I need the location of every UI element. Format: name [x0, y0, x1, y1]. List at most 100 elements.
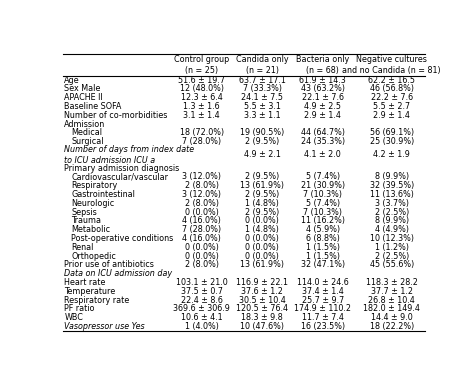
Text: 43 (63.2%): 43 (63.2%) [301, 84, 345, 93]
Text: 0 (0.0%): 0 (0.0%) [185, 243, 219, 252]
Text: 369.6 ± 306.9: 369.6 ± 306.9 [173, 304, 230, 313]
Text: 6 (8.8%): 6 (8.8%) [306, 234, 340, 243]
Text: PF ratio: PF ratio [64, 304, 95, 313]
Text: 1 (1.2%): 1 (1.2%) [375, 243, 409, 252]
Text: Sex Male: Sex Male [64, 84, 101, 93]
Text: Admission: Admission [64, 120, 106, 129]
Text: 51.6 ± 19.7: 51.6 ± 19.7 [178, 76, 225, 85]
Text: 10 (47.6%): 10 (47.6%) [240, 322, 284, 331]
Text: 0 (0.0%): 0 (0.0%) [185, 207, 219, 216]
Text: 1 (4.8%): 1 (4.8%) [245, 199, 279, 208]
Text: 37.5 ± 0.7: 37.5 ± 0.7 [181, 287, 223, 296]
Text: Negative cultures
and no Candida (n = 81): Negative cultures and no Candida (n = 81… [342, 55, 441, 75]
Text: 2 (2.5%): 2 (2.5%) [374, 252, 409, 261]
Text: 4.9 ± 2.5: 4.9 ± 2.5 [304, 102, 341, 111]
Text: 44 (64.7%): 44 (64.7%) [301, 128, 345, 137]
Text: 4 (4.9%): 4 (4.9%) [375, 225, 409, 234]
Text: Candida only
(n = 21): Candida only (n = 21) [236, 55, 289, 75]
Text: 2 (9.5%): 2 (9.5%) [245, 207, 279, 216]
Text: Neurologic: Neurologic [71, 199, 114, 208]
Text: 11 (16.2%): 11 (16.2%) [301, 216, 345, 225]
Text: 24 (35.3%): 24 (35.3%) [301, 137, 345, 146]
Text: 56 (69.1%): 56 (69.1%) [370, 128, 414, 137]
Text: 22.2 ± 7.6: 22.2 ± 7.6 [371, 93, 413, 102]
Text: 1 (4.0%): 1 (4.0%) [185, 322, 219, 331]
Text: Cardiovascular/vascular: Cardiovascular/vascular [71, 172, 168, 182]
Text: 4.9 ± 2.1: 4.9 ± 2.1 [244, 150, 281, 159]
Text: 14.4 ± 9.0: 14.4 ± 9.0 [371, 313, 412, 322]
Text: 10.6 ± 4.1: 10.6 ± 4.1 [181, 313, 222, 322]
Text: 2 (9.5%): 2 (9.5%) [245, 190, 279, 199]
Text: 26.8 ± 10.4: 26.8 ± 10.4 [368, 296, 415, 304]
Text: Bacteria only
(n = 68): Bacteria only (n = 68) [296, 55, 349, 75]
Text: Renal: Renal [71, 243, 93, 252]
Text: Age: Age [64, 76, 80, 85]
Text: 25.7 ± 9.7: 25.7 ± 9.7 [301, 296, 344, 304]
Text: 7 (28.0%): 7 (28.0%) [182, 137, 221, 146]
Text: 2.9 ± 1.4: 2.9 ± 1.4 [373, 111, 410, 120]
Text: 16 (23.5%): 16 (23.5%) [301, 322, 345, 331]
Text: 3 (12.0%): 3 (12.0%) [182, 172, 221, 182]
Text: 182.0 ± 149.4: 182.0 ± 149.4 [363, 304, 420, 313]
Text: 7 (10.3%): 7 (10.3%) [303, 190, 342, 199]
Text: 12.3 ± 6.4: 12.3 ± 6.4 [181, 93, 222, 102]
Text: Gastrointestinal: Gastrointestinal [71, 190, 135, 199]
Text: 1 (1.5%): 1 (1.5%) [306, 243, 340, 252]
Text: 0 (0.0%): 0 (0.0%) [245, 243, 279, 252]
Text: APACHE II: APACHE II [64, 93, 103, 102]
Text: 13 (61.9%): 13 (61.9%) [240, 181, 284, 190]
Text: 120.5 ± 76.4: 120.5 ± 76.4 [236, 304, 288, 313]
Text: Temperature: Temperature [64, 287, 116, 296]
Text: 8 (9.9%): 8 (9.9%) [374, 172, 409, 182]
Text: 0 (0.0%): 0 (0.0%) [185, 252, 219, 261]
Text: Control group
(n = 25): Control group (n = 25) [174, 55, 229, 75]
Text: 18.3 ± 9.8: 18.3 ± 9.8 [241, 313, 283, 322]
Text: 103.1 ± 21.0: 103.1 ± 21.0 [176, 278, 228, 287]
Text: 1.3 ± 1.6: 1.3 ± 1.6 [183, 102, 220, 111]
Text: 1 (1.5%): 1 (1.5%) [306, 252, 340, 261]
Text: 7 (33.3%): 7 (33.3%) [243, 84, 282, 93]
Text: Primary admission diagnosis: Primary admission diagnosis [64, 164, 180, 172]
Text: 2 (8.0%): 2 (8.0%) [184, 260, 219, 269]
Text: Number of days from index date
to ICU admission ICU a: Number of days from index date to ICU ad… [64, 145, 194, 165]
Text: Baseline SOFA: Baseline SOFA [64, 102, 122, 111]
Text: 45 (55.6%): 45 (55.6%) [370, 260, 414, 269]
Text: 61.9 ± 14.3: 61.9 ± 14.3 [300, 76, 346, 85]
Text: 37.6 ± 1.2: 37.6 ± 1.2 [241, 287, 283, 296]
Text: 24.1 ± 7.5: 24.1 ± 7.5 [241, 93, 283, 102]
Text: 11 (13.6%): 11 (13.6%) [370, 190, 414, 199]
Text: Data on ICU admission day: Data on ICU admission day [64, 269, 173, 278]
Text: Orthopedic: Orthopedic [71, 252, 116, 261]
Text: 4 (16.0%): 4 (16.0%) [182, 216, 221, 225]
Text: Respiratory: Respiratory [71, 181, 117, 190]
Text: 4.2 ± 1.9: 4.2 ± 1.9 [373, 150, 410, 159]
Text: 18 (22.2%): 18 (22.2%) [370, 322, 414, 331]
Text: 7 (10.3%): 7 (10.3%) [303, 207, 342, 216]
Text: 19 (90.5%): 19 (90.5%) [240, 128, 284, 137]
Text: 3.3 ± 1.1: 3.3 ± 1.1 [244, 111, 281, 120]
Text: 30.5 ± 10.4: 30.5 ± 10.4 [239, 296, 286, 304]
Text: WBC: WBC [64, 313, 83, 322]
Text: 63.7 ± 17.1: 63.7 ± 17.1 [239, 76, 286, 85]
Text: 12 (48.0%): 12 (48.0%) [180, 84, 224, 93]
Text: 118.3 ± 28.2: 118.3 ± 28.2 [366, 278, 418, 287]
Text: 2 (9.5%): 2 (9.5%) [245, 137, 279, 146]
Text: 2.9 ± 1.4: 2.9 ± 1.4 [304, 111, 341, 120]
Text: 32 (47.1%): 32 (47.1%) [301, 260, 345, 269]
Text: 11.7 ± 7.4: 11.7 ± 7.4 [302, 313, 344, 322]
Text: Heart rate: Heart rate [64, 278, 106, 287]
Text: 7 (28.0%): 7 (28.0%) [182, 225, 221, 234]
Text: 2 (2.5%): 2 (2.5%) [374, 207, 409, 216]
Text: Prior use of antibiotics: Prior use of antibiotics [64, 260, 154, 269]
Text: 3 (12.0%): 3 (12.0%) [182, 190, 221, 199]
Text: 37.7 ± 1.2: 37.7 ± 1.2 [371, 287, 413, 296]
Text: Respiratory rate: Respiratory rate [64, 296, 130, 304]
Text: 25 (30.9%): 25 (30.9%) [370, 137, 414, 146]
Text: 8 (9.9%): 8 (9.9%) [374, 216, 409, 225]
Text: 18 (72.0%): 18 (72.0%) [180, 128, 224, 137]
Text: Medical: Medical [71, 128, 102, 137]
Text: 46 (56.8%): 46 (56.8%) [370, 84, 414, 93]
Text: 5 (7.4%): 5 (7.4%) [306, 172, 340, 182]
Text: 2 (9.5%): 2 (9.5%) [245, 172, 279, 182]
Text: 5.5 ± 2.7: 5.5 ± 2.7 [373, 102, 410, 111]
